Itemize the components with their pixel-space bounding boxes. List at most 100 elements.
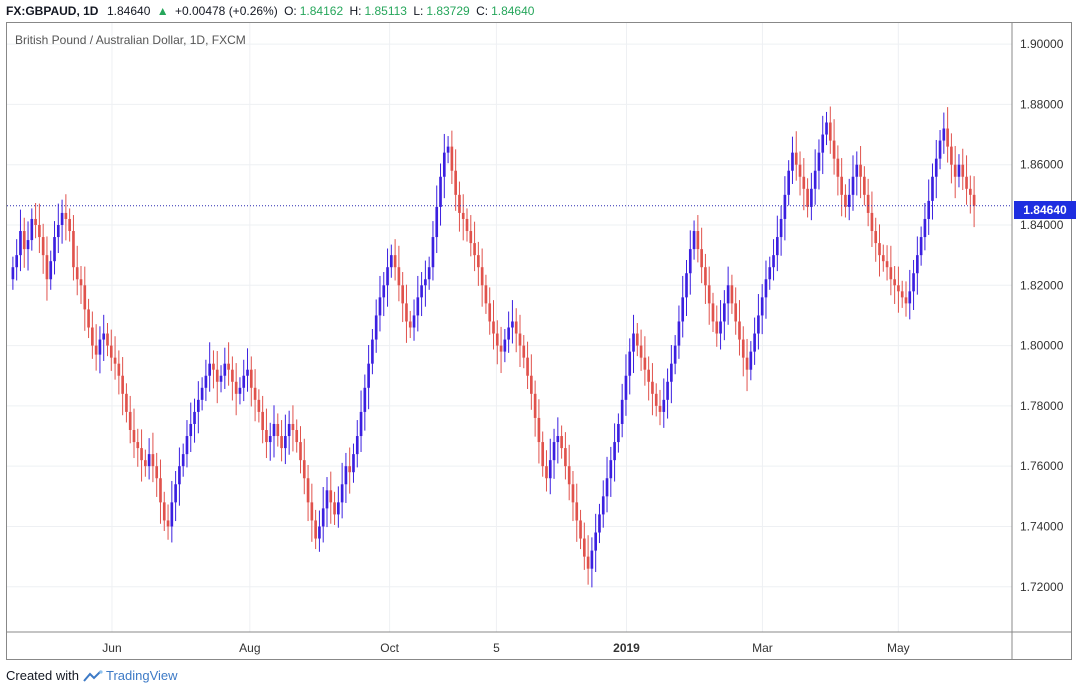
candle-body	[810, 188, 813, 207]
candle-body	[446, 146, 450, 153]
candle-body	[579, 520, 582, 539]
candle-body	[798, 164, 802, 177]
candle-body	[738, 321, 741, 340]
candle-body	[450, 146, 454, 171]
candle-body	[416, 297, 420, 316]
candle-body	[117, 363, 121, 376]
candle-body	[696, 231, 700, 250]
candle-body	[458, 194, 461, 213]
candle-body	[253, 387, 257, 400]
candle-body	[571, 484, 575, 503]
candle-body	[147, 454, 151, 467]
y-tick-label: 1.82000	[1020, 278, 1064, 292]
candle-body	[730, 285, 734, 304]
candle-body	[314, 520, 317, 539]
candle-body	[514, 321, 518, 334]
candle-body	[813, 170, 817, 189]
candle-body	[968, 188, 972, 195]
candle-body	[79, 279, 83, 286]
candle-body	[499, 345, 503, 352]
candle-body	[881, 255, 885, 262]
candle-body	[155, 466, 159, 479]
candle-body	[367, 363, 370, 388]
candle-body	[643, 357, 647, 370]
candle-body	[916, 255, 919, 274]
candle-body	[401, 285, 405, 304]
tradingview-logo[interactable]: TradingView	[83, 668, 178, 683]
candle-body	[98, 339, 102, 355]
candle-body	[26, 240, 30, 250]
candle-body	[851, 176, 855, 195]
candle-body	[828, 122, 832, 141]
candle-body	[378, 297, 382, 316]
candle-body	[594, 532, 598, 551]
close-label: C:	[476, 4, 489, 18]
candle-body	[624, 375, 628, 400]
candle-body	[469, 231, 473, 244]
candle-body	[19, 231, 22, 256]
y-tick-label: 1.90000	[1020, 37, 1064, 51]
candle-body	[670, 363, 673, 382]
candle-body	[287, 423, 291, 437]
open-value: 1.84162	[299, 4, 344, 18]
candle-body	[41, 237, 45, 256]
candle-body	[511, 321, 514, 328]
candle-body	[310, 502, 314, 521]
candle-body	[564, 448, 567, 467]
candle-body	[291, 423, 295, 431]
candle-body	[193, 411, 196, 424]
candle-body	[144, 460, 147, 467]
y-tick-label: 1.80000	[1020, 339, 1064, 353]
candle-body	[140, 448, 143, 461]
candle-body	[726, 285, 730, 304]
candle-body	[329, 490, 333, 503]
candle-body	[56, 224, 60, 238]
candle-body	[526, 357, 529, 376]
candle-body	[507, 327, 510, 340]
candle-body	[681, 297, 685, 322]
candle-body	[348, 466, 352, 473]
y-tick-label: 1.84000	[1020, 218, 1064, 232]
candle-body	[200, 387, 204, 400]
candle-body	[427, 267, 431, 280]
chart-title: British Pound / Australian Dollar, 1D, F…	[15, 33, 246, 47]
candle-body	[541, 442, 545, 467]
candle-body	[238, 387, 242, 394]
candle-body	[272, 423, 276, 437]
x-tick-label: 5	[493, 641, 500, 655]
candle-body	[617, 423, 620, 443]
candle-body	[791, 152, 794, 171]
candle-body	[72, 231, 75, 268]
up-arrow-icon: ▲	[156, 4, 169, 18]
candle-body	[439, 176, 442, 207]
candle-body	[249, 369, 253, 388]
change-value: +0.00478 (+0.26%)	[174, 4, 278, 18]
candle-body	[590, 550, 594, 569]
candle-body	[692, 231, 696, 250]
tradingview-label: TradingView	[105, 668, 178, 683]
candle-body	[764, 279, 768, 298]
candle-body	[442, 152, 446, 177]
candle-body	[772, 255, 775, 268]
candle-body	[897, 285, 900, 292]
candle-body	[333, 502, 336, 515]
candle-body	[412, 315, 416, 328]
chart-frame[interactable]	[6, 22, 1072, 660]
candle-body	[488, 303, 492, 322]
candle-body	[620, 399, 624, 424]
candle-body	[613, 442, 616, 461]
candle-body	[503, 339, 507, 352]
candle-body	[560, 436, 563, 449]
candle-body	[866, 194, 870, 213]
candle-body	[598, 514, 601, 533]
x-tick-label: Oct	[380, 641, 399, 655]
candle-body	[318, 526, 321, 539]
candle-body	[75, 267, 79, 280]
created-with-label: Created with	[6, 668, 79, 683]
tradingview-icon	[83, 669, 103, 682]
candle-body	[548, 460, 552, 479]
candle-body	[647, 369, 650, 382]
candle-body	[783, 194, 787, 219]
candle-body	[821, 134, 825, 153]
